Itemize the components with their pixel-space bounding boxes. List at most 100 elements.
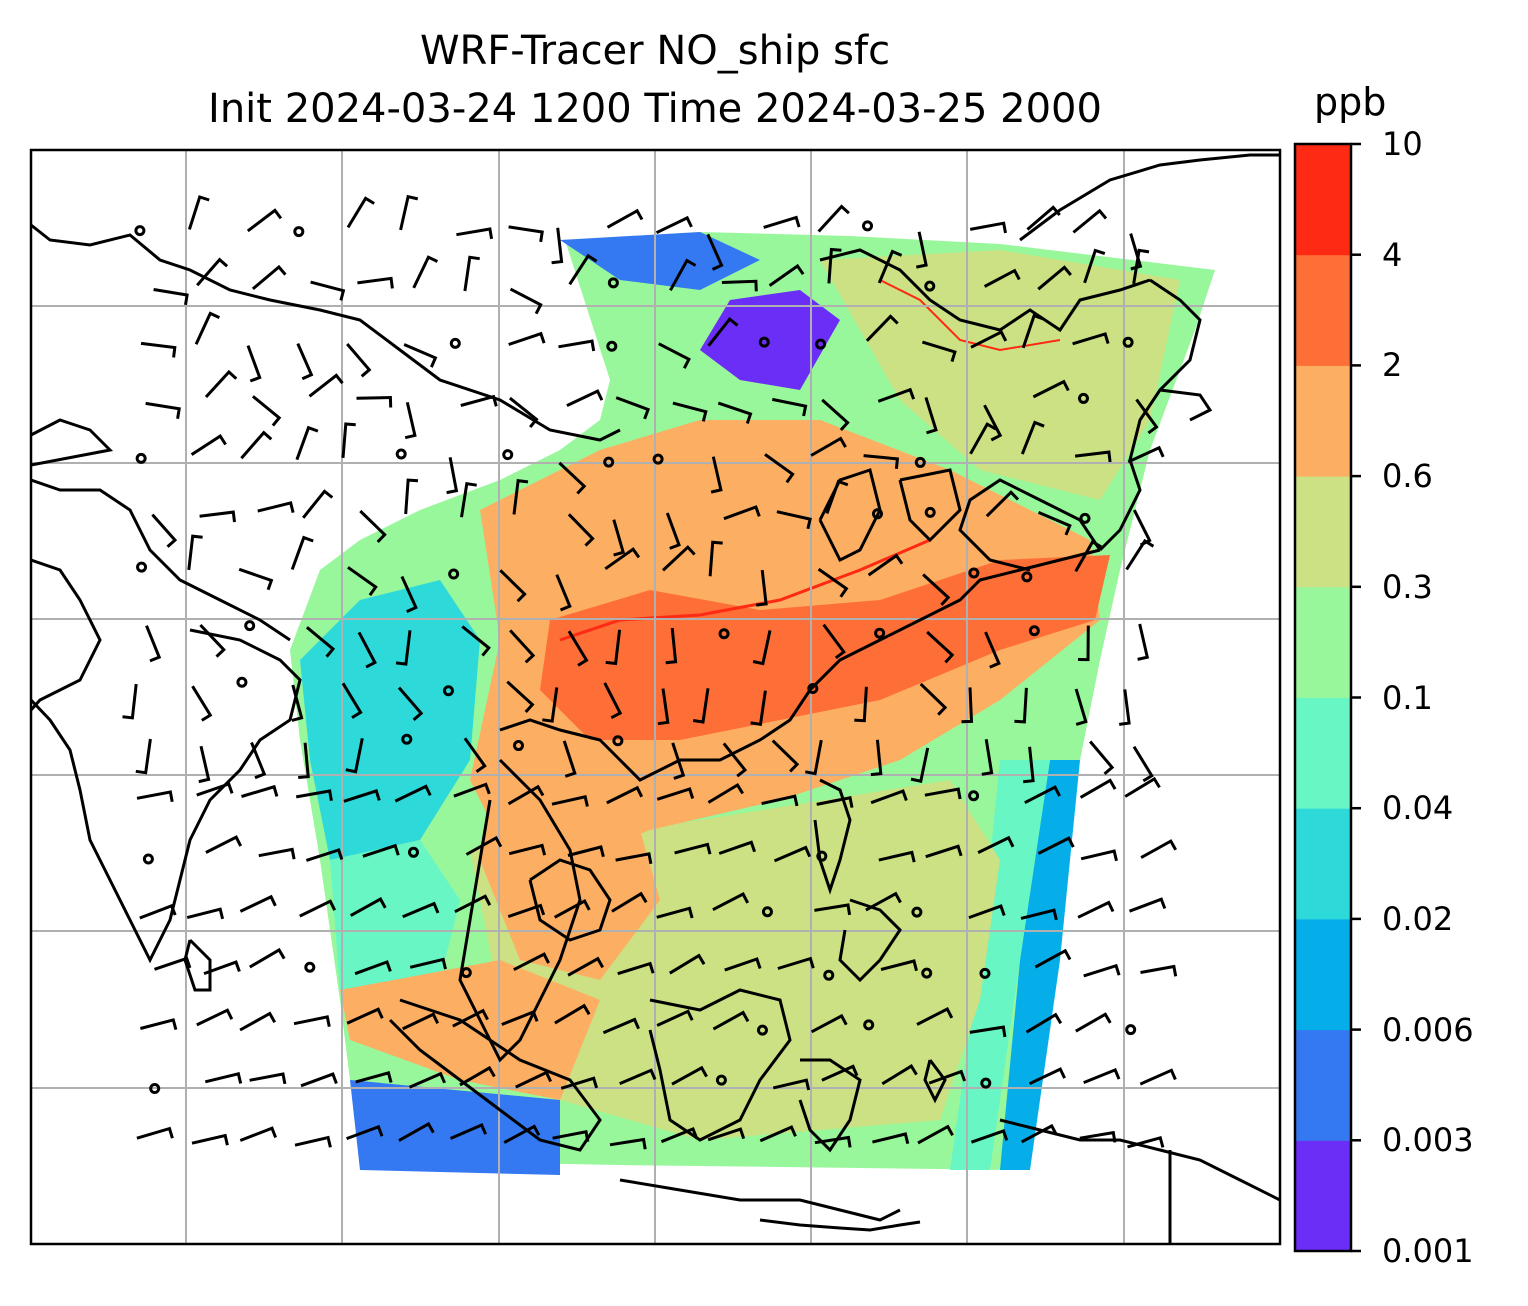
wind-barb [825, 479, 849, 515]
calm-marker [1028, 625, 1040, 637]
wind-barb [671, 1065, 708, 1086]
calm-marker [513, 740, 525, 752]
wind-barb [863, 454, 900, 469]
wind-barb [1083, 248, 1106, 284]
wind-barb [881, 1064, 918, 1086]
calm-marker [1079, 512, 1091, 524]
wind-barb [343, 789, 381, 803]
wind-barb [1140, 964, 1178, 977]
wind-barb [239, 894, 277, 913]
wind-barb [1072, 332, 1110, 346]
wind-barb [191, 1133, 229, 1146]
wind-barb [196, 782, 234, 797]
wind-barb [1135, 398, 1159, 435]
calm-marker [715, 1074, 727, 1086]
calm-marker [761, 906, 773, 918]
wind-barb [771, 397, 808, 417]
wind-barb [921, 340, 957, 363]
wind-barb [602, 1017, 640, 1035]
wind-barb [1129, 233, 1143, 271]
wind-barb [204, 1071, 243, 1084]
wind-barb [1024, 785, 1061, 805]
wind-barb [1077, 900, 1115, 919]
wind-barb [562, 740, 577, 778]
wind-barb [773, 845, 812, 863]
calm-marker [968, 790, 980, 802]
wind-barb [554, 1003, 591, 1025]
wind-barb [258, 847, 296, 860]
wind-barb [708, 540, 723, 577]
wind-barb [619, 1068, 657, 1085]
colorbar-tick-label: 0.006 [1382, 1010, 1474, 1049]
wind-barb [925, 844, 963, 859]
wind-barb [969, 221, 1007, 234]
wind-barb [821, 1064, 859, 1082]
wind-barb [1072, 208, 1108, 234]
wind-barb [1023, 746, 1035, 784]
wind-barb [465, 835, 503, 856]
calm-marker [816, 850, 828, 862]
wind-barb [295, 789, 333, 802]
wind-barb [250, 741, 267, 780]
wind-barb [969, 422, 997, 455]
calm-marker [135, 452, 147, 464]
calm-marker [293, 226, 305, 238]
wind-barb [867, 553, 904, 577]
wind-barb [692, 688, 710, 724]
wind-barb [454, 894, 492, 914]
wind-barb [665, 627, 678, 665]
wind-barb [1014, 687, 1028, 724]
calm-marker [924, 506, 936, 518]
wind-barb [452, 1008, 489, 1028]
wind-barb [140, 1018, 178, 1030]
wind-barb [408, 1071, 446, 1089]
calm-marker [921, 967, 933, 979]
map-area [31, 150, 1280, 1244]
wind-barb [402, 901, 440, 919]
wind-barb [1127, 445, 1165, 464]
wind-barb [603, 682, 623, 720]
wind-barb [398, 1121, 435, 1142]
colorbar-tick-label: 0.003 [1382, 1121, 1474, 1160]
wind-barb [724, 957, 762, 972]
wind-barb [456, 227, 494, 240]
wind-barb [238, 567, 274, 591]
wind-barb [827, 247, 842, 284]
wind-barb [394, 784, 432, 803]
wind-barb [560, 1076, 599, 1090]
wind-barb [969, 1025, 1007, 1038]
colorbar-segment [1295, 254, 1351, 366]
wind-barb [606, 208, 644, 229]
wind-barb [542, 687, 559, 723]
wind-barb [145, 625, 162, 663]
wind-barb [805, 739, 823, 776]
wind-barb [985, 490, 1020, 518]
calm-marker [807, 683, 819, 695]
calm-marker [401, 733, 413, 745]
wind-barb [814, 1135, 852, 1148]
wind-barb [305, 626, 336, 658]
wind-barb [968, 904, 1006, 920]
calm-marker [718, 628, 730, 640]
wind-barb [346, 1124, 384, 1141]
wind-barb [203, 960, 241, 976]
calm-marker [815, 338, 827, 350]
wind-barb [461, 625, 491, 657]
wind-barb [970, 329, 1008, 349]
wind-barb [752, 630, 772, 666]
wind-barb [712, 1010, 750, 1031]
wind-barb [1026, 205, 1061, 231]
wind-barb [453, 782, 491, 798]
wind-barb [463, 255, 480, 292]
wind-barb [718, 840, 757, 855]
wind-barb [1137, 623, 1150, 661]
wind-barb [669, 258, 697, 292]
wind-barb [750, 690, 767, 726]
wind-barb [1037, 511, 1072, 536]
wind-barb [983, 268, 1021, 288]
calm-marker [1122, 336, 1134, 348]
field-low-edge-east2 [950, 760, 1050, 1170]
wind-barb [187, 534, 203, 571]
wind-barb [293, 1015, 331, 1027]
